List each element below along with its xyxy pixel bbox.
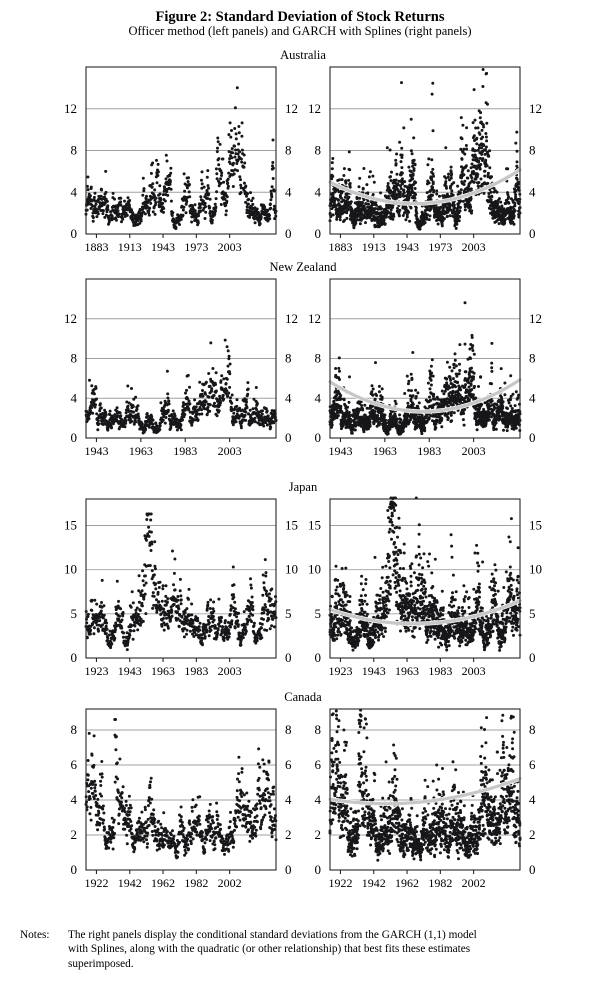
svg-text:4: 4 <box>315 390 322 405</box>
svg-text:1943: 1943 <box>395 240 419 254</box>
svg-text:1913: 1913 <box>362 240 386 254</box>
svg-text:1973: 1973 <box>184 240 208 254</box>
svg-text:12: 12 <box>308 101 321 116</box>
svg-text:1883: 1883 <box>328 240 352 254</box>
svg-text:0: 0 <box>285 226 292 241</box>
svg-text:8: 8 <box>315 351 322 366</box>
svg-text:0: 0 <box>285 430 292 445</box>
svg-text:12: 12 <box>64 311 77 326</box>
svg-text:8: 8 <box>529 143 536 158</box>
svg-text:4: 4 <box>285 184 292 199</box>
svg-text:12: 12 <box>285 101 298 116</box>
svg-text:1943: 1943 <box>151 240 175 254</box>
svg-text:4: 4 <box>529 390 536 405</box>
svg-text:1943: 1943 <box>84 444 108 458</box>
svg-text:0: 0 <box>71 430 78 445</box>
svg-text:0: 0 <box>529 226 536 241</box>
svg-text:Australia: Australia <box>280 48 326 62</box>
svg-text:0: 0 <box>315 430 322 445</box>
svg-text:4: 4 <box>71 184 78 199</box>
svg-text:4: 4 <box>529 184 536 199</box>
svg-text:8: 8 <box>285 143 292 158</box>
svg-text:1963: 1963 <box>129 444 153 458</box>
svg-text:8: 8 <box>71 143 78 158</box>
svg-text:1913: 1913 <box>118 240 142 254</box>
svg-text:1973: 1973 <box>428 240 452 254</box>
svg-text:4: 4 <box>71 390 78 405</box>
svg-text:12: 12 <box>529 101 542 116</box>
svg-text:1883: 1883 <box>84 240 108 254</box>
svg-text:2003: 2003 <box>462 240 486 254</box>
svg-text:2003: 2003 <box>218 240 242 254</box>
svg-text:8: 8 <box>285 351 292 366</box>
svg-text:8: 8 <box>315 143 322 158</box>
svg-text:0: 0 <box>71 226 78 241</box>
svg-text:8: 8 <box>529 351 536 366</box>
svg-text:0: 0 <box>315 226 322 241</box>
svg-text:12: 12 <box>308 311 321 326</box>
svg-text:4: 4 <box>315 184 322 199</box>
svg-text:4: 4 <box>285 390 292 405</box>
svg-text:12: 12 <box>64 101 77 116</box>
svg-text:8: 8 <box>71 351 78 366</box>
svg-text:12: 12 <box>529 311 542 326</box>
svg-text:0: 0 <box>529 430 536 445</box>
svg-text:12: 12 <box>285 311 298 326</box>
